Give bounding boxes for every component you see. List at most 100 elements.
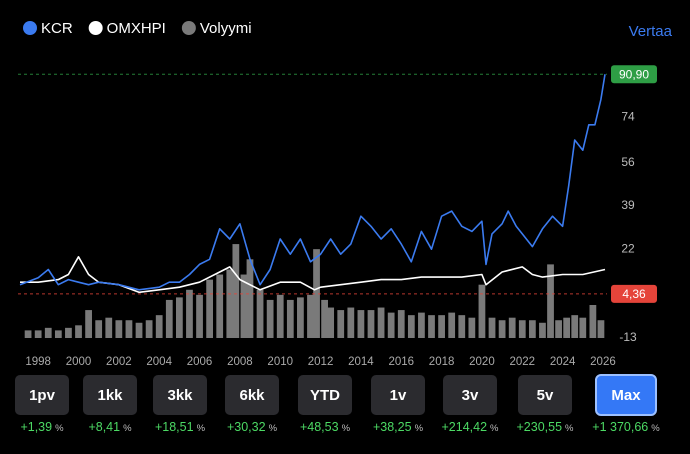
volume-bar (418, 312, 425, 338)
volume-bar (24, 330, 32, 338)
range-change-unit: % (342, 423, 351, 434)
range-change-unit: % (490, 423, 499, 434)
volume-bar (286, 299, 294, 338)
volume-bar (54, 330, 62, 338)
x-tick-label: 2002 (106, 356, 132, 368)
volume-bar (266, 299, 274, 338)
volume-bar (407, 315, 415, 338)
range-change-unit: % (123, 423, 132, 434)
range-change-unit: % (651, 423, 660, 434)
x-tick-label: 2004 (146, 356, 172, 368)
range-button-label: 1v (390, 387, 407, 404)
range-button[interactable] (83, 375, 137, 415)
compare-button[interactable]: Vertaa (629, 23, 673, 40)
range-button[interactable] (371, 375, 425, 415)
range-button[interactable] (153, 375, 207, 415)
volume-bar (321, 299, 328, 338)
range-change-value: +230,55 (517, 420, 563, 434)
range-change-value: +48,53 (300, 420, 339, 434)
volume-bar (256, 289, 264, 338)
x-tick-label: 2018 (429, 356, 455, 368)
range-button[interactable] (443, 375, 497, 415)
price-label: 4,36 (622, 287, 646, 301)
volume-bar (458, 315, 466, 338)
range-change: +214,42% (442, 420, 500, 434)
volume-bar (105, 317, 113, 338)
x-tick-label: 2008 (227, 356, 253, 368)
volume-bar (95, 320, 103, 338)
volume-bar (135, 322, 143, 338)
volume-bar (206, 279, 214, 338)
legend-label: Volyymi (200, 20, 252, 37)
x-tick-label: 2012 (308, 356, 334, 368)
volume-bar (307, 294, 314, 338)
volume-bar (508, 317, 516, 338)
range-change-value: +1,39 (20, 420, 52, 434)
y-tick-label: 39 (621, 198, 635, 212)
x-tick-label: 2020 (469, 356, 495, 368)
range-button[interactable] (15, 375, 69, 415)
volume-bar (337, 310, 345, 338)
volume-bar (397, 310, 405, 338)
x-tick-label: 2006 (187, 356, 213, 368)
x-tick-label: 2010 (267, 356, 293, 368)
range-button[interactable] (225, 375, 279, 415)
price-line (20, 256, 606, 294)
volume-bar (125, 320, 133, 338)
range-button-label: 1pv (29, 387, 56, 404)
legend-dot (23, 21, 37, 35)
range-button-label: 6kk (239, 387, 265, 404)
x-tick-label: 2024 (550, 356, 576, 368)
range-button[interactable] (298, 375, 352, 415)
volume-bar (377, 307, 385, 338)
volume-bar (313, 249, 320, 338)
range-button-label: 3v (462, 387, 479, 404)
legend-label: OMXHPI (107, 20, 166, 37)
legend-dot (88, 21, 103, 35)
volume-bar (327, 307, 335, 338)
price-label-box (611, 284, 657, 303)
range-change-value: +18,51 (155, 420, 194, 434)
volume-bar (115, 320, 123, 338)
legend-dot (181, 21, 196, 35)
volume-bar (428, 315, 435, 338)
volume-bar (589, 305, 597, 338)
volume-bar (276, 294, 284, 338)
range-button-label: Max (611, 387, 641, 404)
volume-bar (226, 269, 234, 338)
legend-label: KCR (41, 20, 73, 37)
range-change: +18,51% (155, 420, 206, 434)
volume-bar (357, 310, 365, 338)
range-button[interactable] (518, 375, 572, 415)
volume-bar (175, 297, 183, 338)
price-label-box (611, 65, 657, 84)
volume-bar (547, 264, 554, 338)
volume-bar (216, 274, 224, 338)
range-change: +48,53% (300, 420, 351, 434)
range-button-label: YTD (310, 387, 340, 404)
range-change-value: +30,32 (227, 420, 266, 434)
y-tick-label: 22 (621, 241, 635, 255)
volume-bar (367, 310, 375, 338)
range-button-label: 3kk (167, 387, 193, 404)
range-change: +1 370,66% (592, 420, 660, 434)
range-change: +8,41% (88, 420, 132, 434)
x-tick-label: 2026 (590, 356, 616, 368)
volume-bar (539, 322, 546, 338)
volume-bar (165, 299, 173, 338)
volume-bar (597, 320, 605, 338)
range-button-label: 1kk (97, 387, 123, 404)
range-change: +30,32% (227, 420, 278, 434)
range-change-value: +1 370,66 (592, 420, 648, 434)
range-button[interactable] (595, 374, 657, 416)
volume-bar (85, 310, 92, 338)
volume-bar (347, 307, 355, 338)
price-label: 90,90 (619, 67, 649, 81)
volume-bar (240, 274, 248, 338)
volume-bar (34, 330, 42, 338)
range-change-unit: % (197, 423, 206, 434)
volume-bar (44, 327, 52, 338)
range-change: +38,25% (373, 420, 424, 434)
range-change: +1,39% (20, 420, 64, 434)
